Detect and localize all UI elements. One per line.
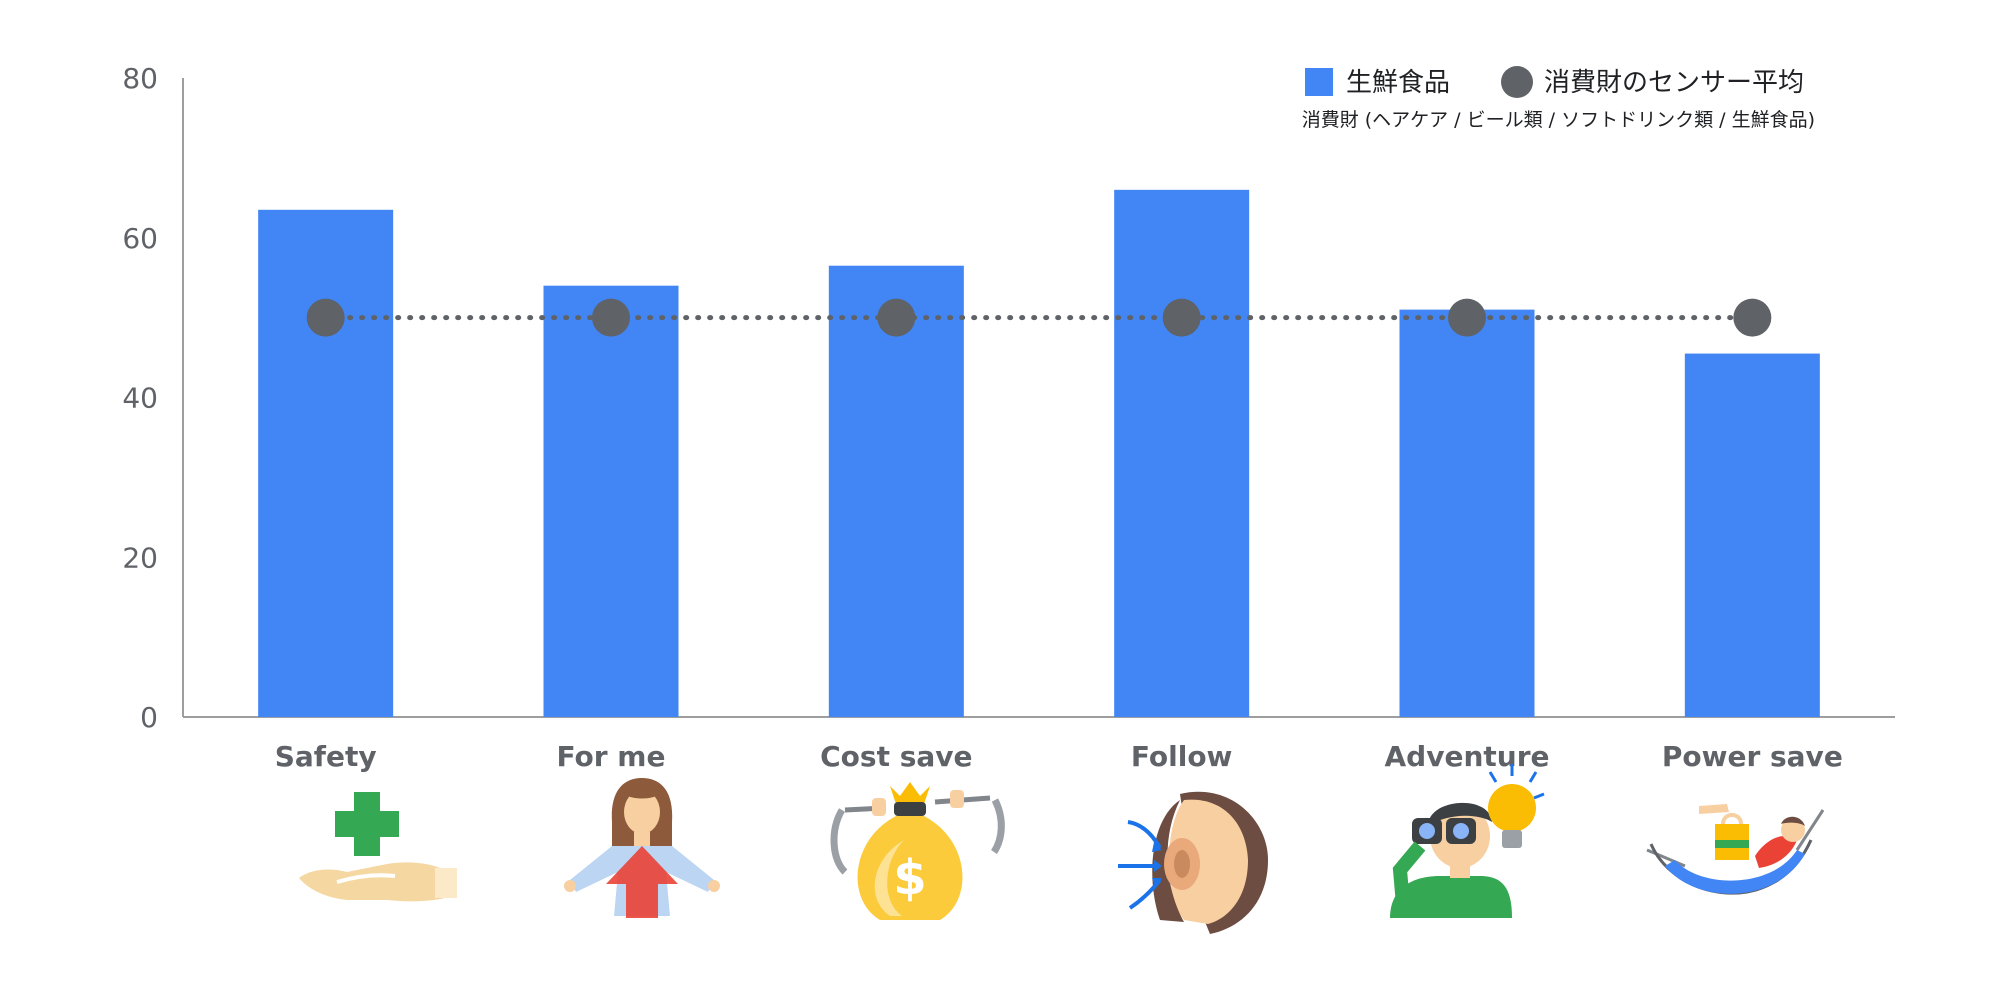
average-point-3 <box>877 298 916 337</box>
legend: 生鮮食品 消費財のセンサー平均 消費財 (ヘアケア / ビール類 / ソフトドリ… <box>1302 66 1815 131</box>
y-tick-label: 80 <box>122 62 158 95</box>
y-tick-label: 0 <box>140 701 158 734</box>
average-point-4 <box>1162 298 1201 337</box>
category-label: Safety <box>275 740 377 773</box>
bar-4 <box>1114 189 1250 717</box>
legend-label-bar: 生鮮食品 <box>1346 68 1450 98</box>
y-tick-label: 40 <box>122 382 158 415</box>
hand-with-medical-cross-icon <box>299 792 457 902</box>
average-point-2 <box>592 298 630 337</box>
y-axis-ticks: 0 20 40 60 80 <box>122 62 158 734</box>
category-label: Adventure <box>1384 740 1549 773</box>
category-label: Power save <box>1662 740 1843 773</box>
hammock-shopping-icon <box>1646 804 1825 895</box>
money-bag-icon: $ <box>830 782 1005 920</box>
category-labels: Safety For me Cost save Follow Adventure Powe… <box>275 740 1843 773</box>
bar-1 <box>258 209 394 717</box>
ear-listening-icon <box>1118 791 1268 934</box>
average-point-5 <box>1448 298 1486 337</box>
legend-label-average: 消費財のセンサー平均 <box>1544 68 1804 98</box>
binoculars-lightbulb-icon <box>1390 764 1545 918</box>
svg-text:$: $ <box>893 850 926 906</box>
y-tick-label: 20 <box>122 541 158 574</box>
y-tick-label: 60 <box>122 222 158 255</box>
category-icons: $ <box>299 764 1825 934</box>
bar-2 <box>543 285 679 717</box>
legend-swatch-average <box>1501 66 1533 98</box>
category-label: For me <box>557 740 666 773</box>
average-series <box>306 298 1772 337</box>
legend-note: 消費財 (ヘアケア / ビール類 / ソフトドリンク類 / 生鮮食品) <box>1302 109 1815 131</box>
bar-5 <box>1399 309 1535 717</box>
bar-series <box>258 189 1820 717</box>
average-point-6 <box>1733 298 1772 337</box>
woman-with-arrow-icon <box>564 778 720 918</box>
category-label: Follow <box>1131 740 1233 773</box>
bar-6 <box>1684 353 1820 717</box>
category-label: Cost save <box>820 740 972 773</box>
legend-swatch-bar <box>1305 68 1333 96</box>
average-point-1 <box>306 298 345 337</box>
bar-3 <box>828 265 964 717</box>
